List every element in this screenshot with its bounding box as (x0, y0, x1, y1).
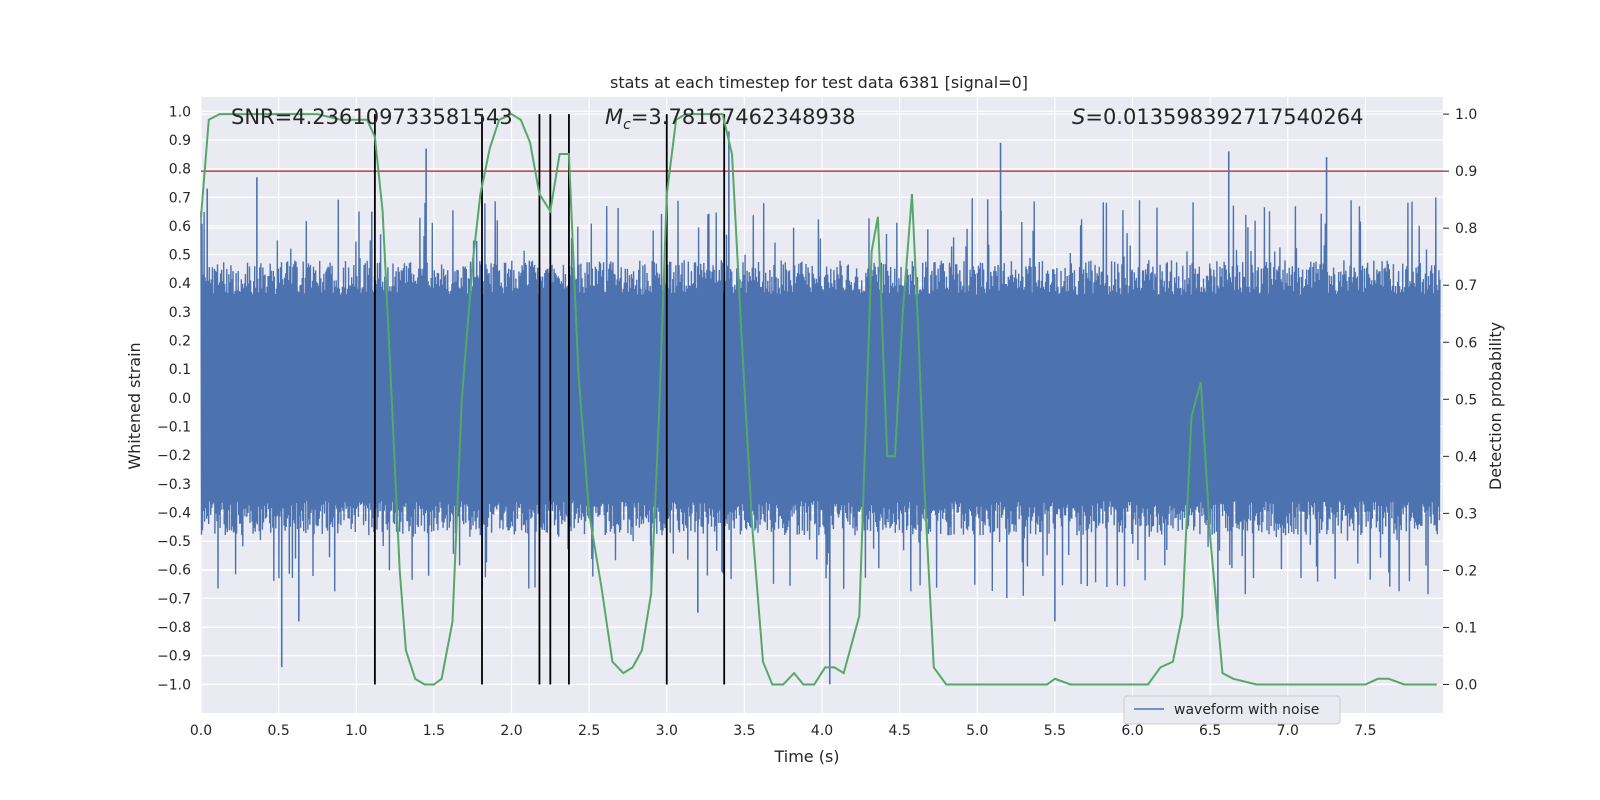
x-tick-label: 6.0 (1121, 723, 1143, 739)
y-tick-label-left: 0.5 (169, 248, 191, 264)
legend: waveform with noise (1123, 695, 1341, 725)
y-tick-label-left: −0.1 (157, 419, 191, 435)
y-tick-label-left: −0.2 (157, 448, 191, 464)
x-tick-label: 2.0 (500, 723, 522, 739)
x-tick-label: 4.0 (811, 723, 833, 739)
x-tick-label: 5.5 (1044, 723, 1066, 739)
y-tick-label-right: 0.6 (1455, 335, 1477, 351)
s-annotation: S=0.013598392717540264 (1072, 105, 1363, 129)
legend-label: waveform with noise (1174, 702, 1319, 718)
mc-symbol: M (605, 105, 623, 129)
chart-title: stats at each timestep for test data 638… (610, 73, 1028, 92)
x-tick-label: 6.5 (1199, 723, 1221, 739)
mc-value: =3.78167462348938 (631, 105, 856, 129)
x-tick-label: 1.0 (345, 723, 367, 739)
y-tick-label-right: 0.1 (1455, 620, 1477, 636)
y-tick-label-right: 0.9 (1455, 164, 1477, 180)
tick-labels: 0.0 0.5 1.0 1.5 2.0 2.5 3.0 3.5 4.0 4.5 5.0 5.5 6.0 6… (157, 104, 1477, 739)
legend-box (1123, 695, 1341, 725)
x-tick-label: 7.5 (1354, 723, 1376, 739)
y-tick-label-right: 0.3 (1455, 506, 1477, 522)
y-axis-label-right: Detection probability (1486, 322, 1505, 490)
y-tick-label-left: −0.8 (157, 620, 191, 636)
y-tick-label-right: 1.0 (1455, 107, 1477, 123)
y-tick-label-left: 0.3 (169, 305, 191, 321)
y-tick-label-right: 0.2 (1455, 563, 1477, 579)
y-tick-label-left: −0.4 (157, 505, 191, 521)
y-tick-label-left: 0.0 (169, 391, 191, 407)
y-tick-label-left: −0.6 (157, 563, 191, 579)
s-value: =0.013598392717540264 (1085, 105, 1363, 129)
y-tick-label-left: −0.5 (157, 534, 191, 550)
y-tick-label-left: −0.3 (157, 477, 191, 493)
y-tick-label-left: 0.8 (169, 162, 191, 178)
probability-series (200, 112, 1437, 686)
mc-subscript: c (623, 117, 631, 133)
mc-annotation: Mc=3.78167462348938 (605, 105, 856, 133)
y-tick-label-right: 0.4 (1455, 449, 1477, 465)
x-tick-label: 0.5 (267, 723, 289, 739)
x-tick-label: 7.0 (1277, 723, 1299, 739)
y-tick-label-left: 0.6 (169, 219, 191, 235)
y-tick-label-left: 0.2 (169, 334, 191, 350)
y-tick-label-right: 0.0 (1455, 677, 1477, 693)
probability-line (200, 112, 1437, 686)
y-tick-label-left: 0.1 (169, 362, 191, 378)
x-tick-label: 3.0 (656, 723, 678, 739)
y-tick-label-right: 0.8 (1455, 221, 1477, 237)
x-tick-label: 5.0 (966, 723, 988, 739)
y-tick-label-left: 0.4 (169, 276, 191, 292)
y-tick-label-left: 0.7 (169, 190, 191, 206)
y-tick-label-left: 1.0 (169, 104, 191, 120)
strain-line (200, 197, 1441, 599)
y-tick-label-left: −0.9 (157, 649, 191, 665)
y-tick-label-left: 0.9 (169, 133, 191, 149)
x-axis-label: Time (s) (773, 747, 839, 766)
x-tick-label: 0.0 (190, 723, 212, 739)
x-tick-label: 2.5 (578, 723, 600, 739)
y-tick-label-right: 0.7 (1455, 278, 1477, 294)
y-tick-label-right: 0.5 (1455, 392, 1477, 408)
s-symbol: S (1072, 105, 1085, 129)
y-tick-label-left: −1.0 (157, 677, 191, 693)
x-tick-label: 4.5 (888, 723, 910, 739)
y-tick-label-left: −0.7 (157, 591, 191, 607)
snr-annotation: SNR=4.236109733581543 (231, 105, 513, 129)
x-tick-label: 3.5 (733, 723, 755, 739)
x-tick-label: 1.5 (423, 723, 445, 739)
y-axis-label-left: Whitened strain (125, 342, 144, 469)
